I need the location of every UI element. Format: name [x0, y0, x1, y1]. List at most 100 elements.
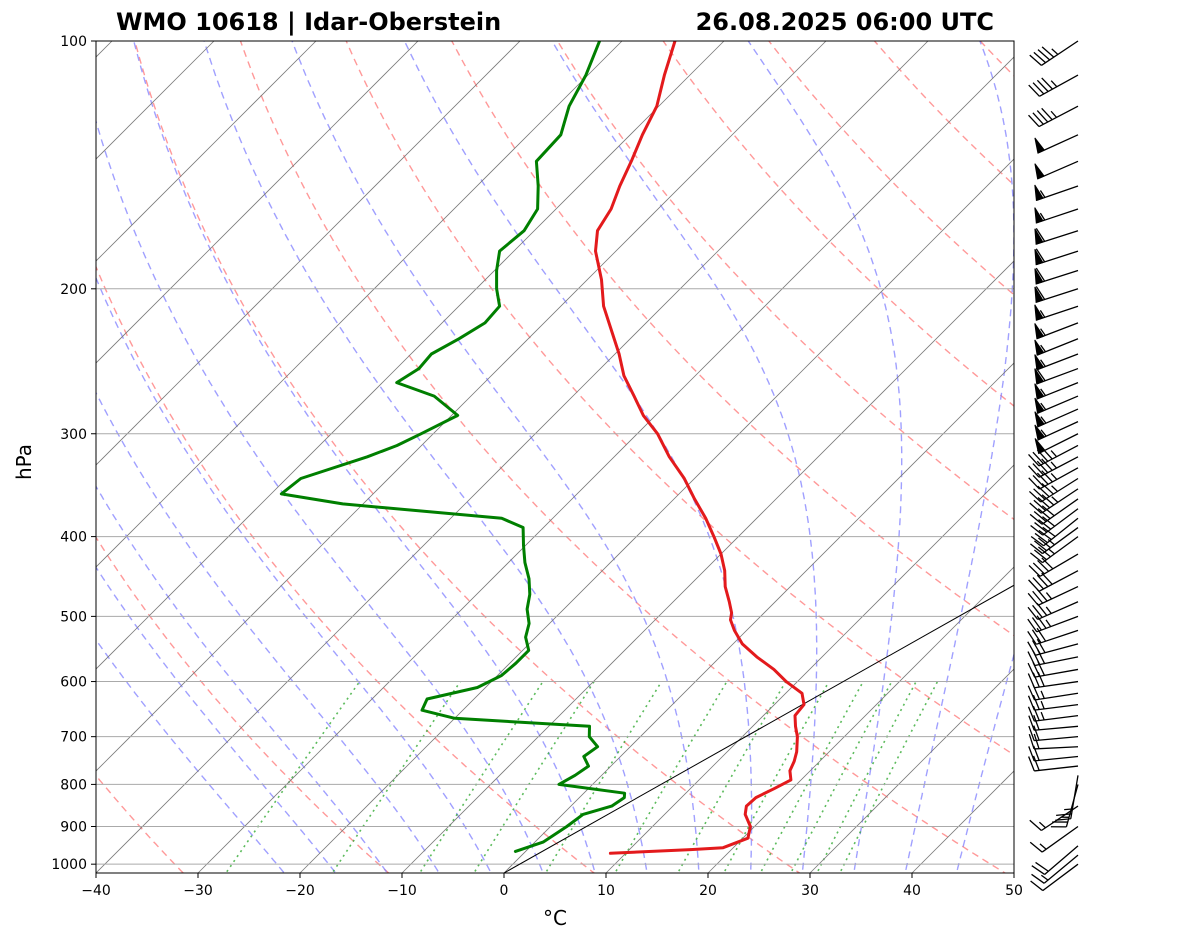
- wind-barb-shaft: [1041, 40, 1079, 66]
- moist-adiabat-line: [551, 41, 818, 873]
- wind-barb: [1028, 733, 1079, 750]
- x-tick-label: 20: [699, 883, 717, 899]
- wind-barb-full: [1032, 755, 1040, 771]
- wind-barb-full: [1035, 228, 1046, 242]
- isotherm-line: [96, 41, 623, 568]
- wind-barb-shaft: [1043, 517, 1079, 547]
- wind-barb-full: [1035, 267, 1046, 282]
- wind-barb-full: [1028, 114, 1040, 128]
- wind-barb-full: [1027, 706, 1035, 722]
- wind-barb-full: [1028, 490, 1042, 503]
- wind-barb-shaft: [1038, 444, 1079, 467]
- wind-barb-full: [1033, 511, 1047, 522]
- wind-barb: [1028, 725, 1079, 742]
- y-tick-label: 100: [60, 34, 87, 50]
- y-tick-label: 700: [60, 730, 87, 746]
- wind-barb-flag: [1034, 323, 1045, 340]
- wind-barb-flag: [1034, 354, 1045, 371]
- wind-barb-full: [1029, 819, 1042, 831]
- wind-barb-half: [1050, 80, 1058, 88]
- temperature-line: [594, 41, 806, 855]
- wind-barb-full: [1031, 617, 1042, 631]
- wind-barb-shaft: [1070, 775, 1079, 819]
- wind-barb-half: [1040, 711, 1045, 721]
- wind-barb-full: [1041, 505, 1055, 517]
- wind-barb-full: [1041, 494, 1055, 506]
- wind-barb: [1034, 367, 1079, 385]
- wind-barb-shaft: [1034, 668, 1079, 678]
- wind-barb-full: [1027, 592, 1039, 606]
- wind-barb-full: [1036, 110, 1049, 123]
- wind-barb: [1034, 421, 1079, 441]
- moist-adiabat-line: [203, 41, 648, 873]
- wind-barb-shaft: [1034, 746, 1079, 750]
- wind-barb-half: [1040, 700, 1045, 710]
- wind-barb-half: [1039, 843, 1047, 850]
- y-tick-label: 500: [60, 609, 87, 625]
- wind-barb-full: [1036, 574, 1049, 588]
- wind-barb-full: [1033, 499, 1046, 512]
- wind-barb: [1034, 338, 1079, 356]
- moist-adiabat-line: [133, 41, 596, 873]
- moist-adiabat-line: [904, 41, 1014, 873]
- wind-barb-full: [1036, 472, 1049, 485]
- mixing-ratio-line: [614, 681, 728, 873]
- wind-barb-full: [1028, 746, 1035, 762]
- wind-barb-shaft: [1041, 498, 1079, 525]
- wind-barb: [1031, 854, 1079, 884]
- wind-barb-full: [1032, 590, 1044, 604]
- wind-barb-full: [1041, 77, 1053, 90]
- wind-barb-full: [1030, 880, 1044, 892]
- x-tick-label: −40: [81, 883, 111, 899]
- wind-barb-full: [1027, 695, 1035, 711]
- mixing-ratio-line: [816, 681, 917, 873]
- wind-barb-full: [1033, 733, 1040, 749]
- wind-barb-full: [1056, 813, 1072, 816]
- y-tick-label: 1000: [51, 857, 87, 873]
- wind-barb-full: [1028, 84, 1040, 97]
- wind-barb: [1029, 40, 1079, 66]
- wind-barb-full: [1029, 841, 1043, 853]
- wind-barb-shaft: [1034, 656, 1079, 667]
- wind-barb-full: [1041, 46, 1055, 58]
- moist-adiabat-line: [747, 41, 903, 873]
- dry-adiabat-line: [451, 41, 1014, 637]
- x-tick-label: −10: [387, 883, 417, 899]
- wind-barb-full: [1032, 577, 1044, 590]
- wind-barb-flag: [1034, 163, 1045, 180]
- x-tick-label: −20: [285, 883, 315, 899]
- chart-title-station: WMO 10618 | Idar-Oberstein: [116, 8, 501, 36]
- wind-barb-full: [1036, 79, 1049, 92]
- moist-adiabat-line: [96, 276, 492, 873]
- wind-barb-shaft: [1041, 825, 1079, 853]
- wind-barb-full: [1031, 865, 1045, 876]
- wind-barb-half: [1051, 485, 1058, 492]
- moist-adiabat-line: [955, 651, 1014, 873]
- wind-barb-full: [1029, 502, 1042, 514]
- wind-barb-flag: [1034, 397, 1045, 414]
- wind-barb-half: [1040, 359, 1046, 367]
- mixing-ratio-line: [418, 681, 544, 873]
- wind-barb: [1028, 105, 1079, 128]
- x-tick-label: 10: [597, 883, 615, 899]
- wind-barb-shaft: [1034, 755, 1079, 762]
- wind-barb-half: [1050, 473, 1058, 480]
- wind-barb: [1027, 661, 1079, 678]
- wind-barb-full: [1035, 286, 1046, 300]
- y-tick-label: 200: [60, 282, 87, 298]
- dry-adiabat-line: [239, 41, 1007, 873]
- wind-barb: [1027, 694, 1079, 711]
- wind-barb: [1030, 527, 1079, 555]
- mixing-ratio-line: [544, 681, 663, 873]
- wind-barb-full: [1029, 513, 1043, 525]
- wind-barb-full: [1032, 604, 1043, 618]
- wind-barb-shaft: [1038, 105, 1079, 128]
- wind-barb-full: [1035, 248, 1046, 263]
- wind-barb-full: [1030, 525, 1044, 536]
- wind-barb: [1027, 649, 1079, 667]
- wind-barb-flag: [1034, 424, 1046, 441]
- wind-barb: [1030, 517, 1079, 547]
- wind-barb-flag: [1034, 438, 1046, 455]
- wind-barb: [1028, 715, 1079, 731]
